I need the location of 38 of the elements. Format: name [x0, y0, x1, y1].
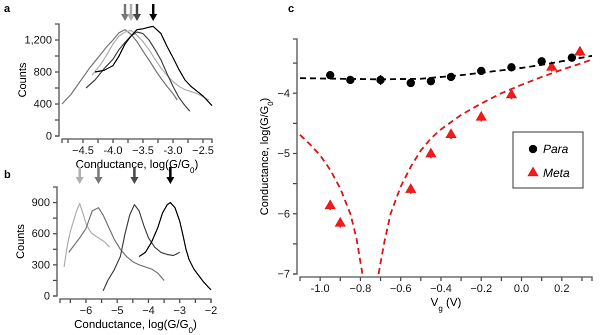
legend-label: Meta — [543, 166, 570, 180]
chart-title: b — [4, 169, 11, 181]
x-tick-label: −0.4 — [430, 282, 452, 295]
x-tick-label: 0.0 — [514, 282, 530, 295]
x-axis-title: V$_{g}$ (V) — [430, 297, 462, 312]
x-tick-label: -3.0 — [164, 144, 182, 157]
y-tick-label: 900 — [32, 197, 50, 210]
y-tick-label: 400 — [34, 98, 52, 111]
legend-label: Para — [543, 142, 569, 156]
y-axis-title: Counts — [15, 224, 27, 259]
x-tick-label: −2 — [204, 304, 218, 317]
y-tick-label: 600 — [32, 228, 50, 240]
x-tick-label: −0.2 — [470, 282, 492, 295]
y-tick-label: 1,200 — [24, 34, 52, 47]
x-tick-label: −6 — [80, 304, 92, 317]
x-tick-label: −4 — [142, 304, 155, 317]
x-tick-label: −4.5 — [72, 144, 94, 157]
chart-title: a — [4, 3, 11, 15]
x-axis-title: Conductance, log(G/G$_{0}$) — [74, 319, 198, 334]
x-tick-label: -1.0 — [310, 282, 330, 295]
y-tick-label: 300 — [32, 259, 50, 272]
x-tick-label: −0.6 — [390, 282, 412, 295]
x-tick-label: −5 — [110, 304, 124, 317]
x-tick-label: 0.2 — [554, 282, 570, 295]
y-tick-label: −7 — [277, 268, 290, 281]
y-tick-label: −4 — [277, 88, 290, 100]
x-axis-title: Conductance, log(G/G$_{0}$) — [76, 159, 199, 174]
y-axis-title: Counts — [17, 62, 29, 98]
y-tick-label: 800 — [34, 66, 52, 79]
x-tick-label: -4.0 — [104, 144, 122, 157]
x-tick-label: −3.5 — [132, 144, 154, 157]
y-tick-label: −6 — [277, 208, 290, 220]
x-tick-label: −3 — [173, 304, 186, 317]
chart-title: c — [288, 3, 294, 15]
x-tick-label: −2.5 — [192, 144, 214, 157]
y-tick-label: 0 — [46, 130, 52, 143]
y-tick-label: 0 — [44, 290, 50, 303]
x-tick-label: −0.8 — [350, 282, 372, 295]
